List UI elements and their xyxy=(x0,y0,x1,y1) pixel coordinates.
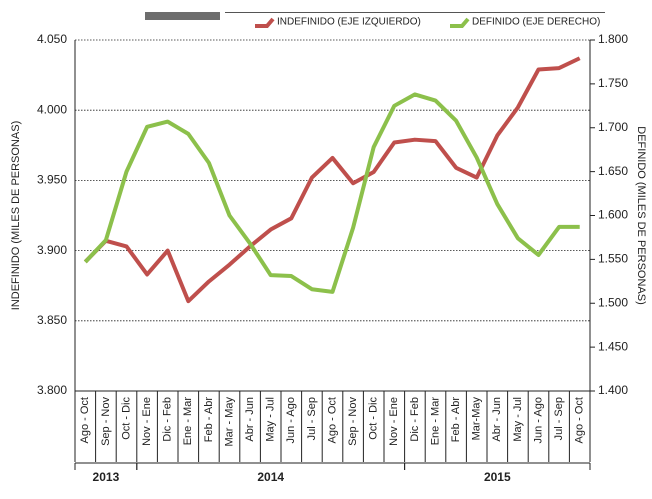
x-tick-label: Nov - Ene xyxy=(141,397,153,446)
legend-swatch xyxy=(255,17,275,28)
y-tick-label: 3.900 xyxy=(37,243,67,257)
y2-tick-label: 1.700 xyxy=(598,120,628,134)
x-tick-label: Ago - Oct xyxy=(326,397,338,443)
x-tick-label: Mar-May xyxy=(471,397,483,441)
series-line xyxy=(83,56,581,304)
y2-tick-label: 1.500 xyxy=(598,295,628,309)
x-tick-label: Ene - Mar xyxy=(182,397,194,446)
legend-label: INDEFINIDO (EJE IZQUIERDO) xyxy=(277,17,421,28)
y2-tick-label: 1.450 xyxy=(598,339,628,353)
x-tick-label: Abr - Jun xyxy=(491,397,503,442)
y-axis-title: INDEFINIDO (MILES DE PERSONAS) xyxy=(10,121,22,310)
x-tick-label: Jun - Ago xyxy=(532,397,544,443)
y2-tick-label: 1.750 xyxy=(598,76,628,90)
legend-label: DEFINIDO (EJE DERECHO) xyxy=(472,17,600,28)
y2-tick-label: 1.400 xyxy=(598,383,628,397)
y2-tick-label: 1.550 xyxy=(598,252,628,266)
x-tick-label: Feb - Abr xyxy=(450,397,462,443)
legend-swatch xyxy=(450,17,470,28)
decor-bar xyxy=(145,12,220,20)
x-tick-label: May - Jul xyxy=(512,397,524,442)
x-tick-label: Feb - Abr xyxy=(203,397,215,443)
x-tick-label: Jul - Sep xyxy=(306,397,318,440)
y2-tick-label: 1.800 xyxy=(598,32,628,46)
y2-tick-label: 1.600 xyxy=(598,208,628,222)
x-tick-label: Jul - Sep xyxy=(553,397,565,440)
x-tick-label: Dic - Feb xyxy=(409,397,421,442)
y-tick-label: 4.050 xyxy=(37,32,67,46)
x-tick-label: Abr - Jun xyxy=(244,397,256,442)
y2-tick-label: 1.650 xyxy=(598,164,628,178)
series-line xyxy=(83,92,580,294)
x-tick-label: Jun - Ago xyxy=(285,397,297,443)
x-tick-label: Sep - Nov xyxy=(347,397,359,446)
y-tick-label: 3.800 xyxy=(37,383,67,397)
x-tick-label: May - Jul xyxy=(265,397,277,442)
x-tick-label: Ene - Mar xyxy=(429,397,441,446)
year-label: 2015 xyxy=(484,470,511,484)
year-label: 2013 xyxy=(93,470,120,484)
y-tick-label: 3.850 xyxy=(37,313,67,327)
x-tick-label: Mar - May xyxy=(223,397,235,447)
x-tick-label: Ago - Oct xyxy=(574,397,586,443)
x-tick-label: Oct - Dic xyxy=(120,397,132,440)
year-label: 2014 xyxy=(257,470,284,484)
x-tick-label: Ago - Oct xyxy=(79,397,91,443)
x-tick-label: Oct - Dic xyxy=(368,397,380,440)
y-tick-label: 4.000 xyxy=(37,102,67,116)
x-tick-label: Dic - Feb xyxy=(162,397,174,442)
y2-axis-title: DEFINIDO (MILES DE PERSONAS) xyxy=(635,126,647,304)
x-tick-label: Sep - Nov xyxy=(100,397,112,446)
y-tick-label: 3.950 xyxy=(37,173,67,187)
x-tick-label: Nov - Ene xyxy=(388,397,400,446)
